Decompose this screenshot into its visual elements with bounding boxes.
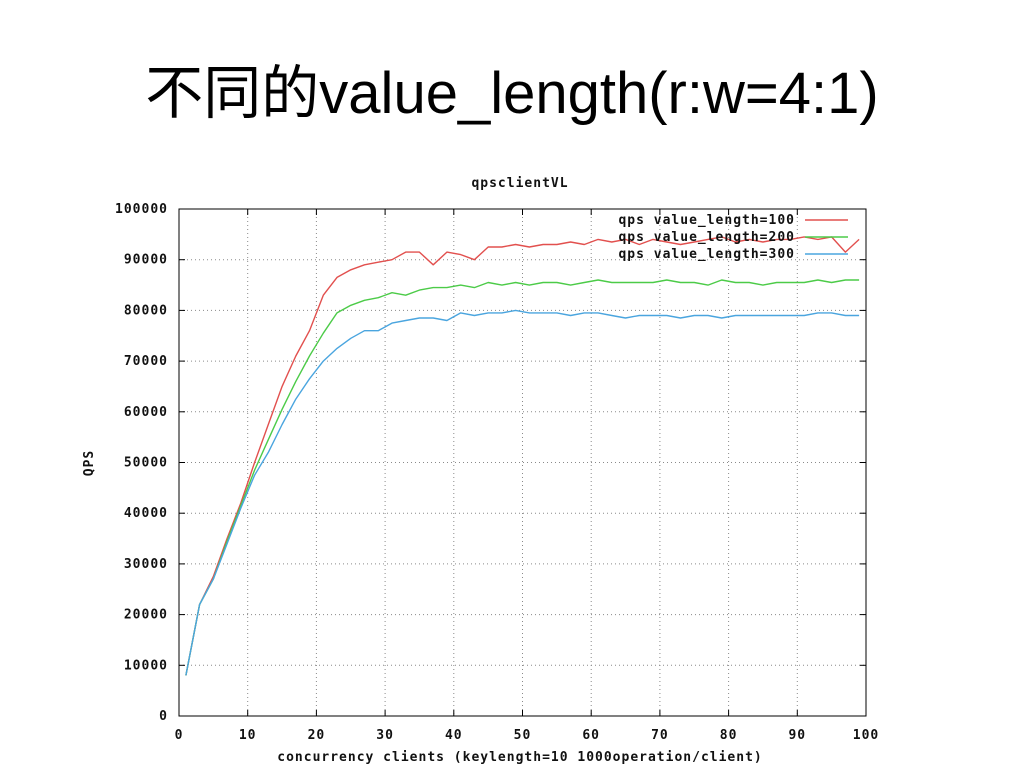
y-axis-label: QPS xyxy=(82,450,97,476)
x-tick-label: 50 xyxy=(514,728,532,743)
plot-frame xyxy=(178,208,867,717)
y-tick-label: 10000 xyxy=(124,658,168,673)
y-tick-label: 0 xyxy=(159,709,168,724)
x-tick-label: 80 xyxy=(720,728,738,743)
series-line-qps-value-length-200 xyxy=(185,279,860,676)
grid xyxy=(179,209,866,716)
x-tick-label: 90 xyxy=(788,728,806,743)
legend-label-value-length-100: qps value_length=100 xyxy=(618,213,795,228)
y-tick-label: 90000 xyxy=(124,253,168,268)
series-line-qps-value-length-100 xyxy=(185,236,860,676)
series-layer xyxy=(185,236,860,676)
x-tick-label: 40 xyxy=(445,728,463,743)
x-tick-label: 20 xyxy=(308,728,326,743)
x-tick-label: 10 xyxy=(239,728,257,743)
legend: qps value_length=100 qps value_length=20… xyxy=(618,213,848,262)
x-tick-label: 60 xyxy=(582,728,600,743)
x-tick-label: 100 xyxy=(853,728,879,743)
y-tick-label: 60000 xyxy=(124,405,168,420)
slide-title: 不同的value_length(r:w=4:1) xyxy=(145,61,879,126)
chart-title: qpsclientVL xyxy=(471,176,568,191)
y-tick-label: 40000 xyxy=(124,506,168,521)
legend-label-value-length-200: qps value_length=200 xyxy=(618,230,795,245)
y-tick-label: 20000 xyxy=(124,608,168,623)
y-tick-label: 100000 xyxy=(115,202,168,217)
legend-label-value-length-300: qps value_length=300 xyxy=(618,247,795,262)
y-tick-label: 50000 xyxy=(124,456,168,471)
y-tick-label: 80000 xyxy=(124,303,168,318)
y-tick-label: 30000 xyxy=(124,557,168,572)
x-tick-label: 0 xyxy=(175,728,184,743)
x-tick-label: 70 xyxy=(651,728,669,743)
series-line-qps-value-length-300 xyxy=(185,309,860,676)
tick-labels: 0 10 20 30 40 50 60 70 80 90 100 0 10000 20000 30000 40… xyxy=(115,202,879,743)
tick-marks xyxy=(178,208,867,717)
x-tick-label: 30 xyxy=(376,728,394,743)
x-axis-label: concurrency clients (keylength=10 1000op… xyxy=(277,750,762,765)
y-tick-label: 70000 xyxy=(124,354,168,369)
